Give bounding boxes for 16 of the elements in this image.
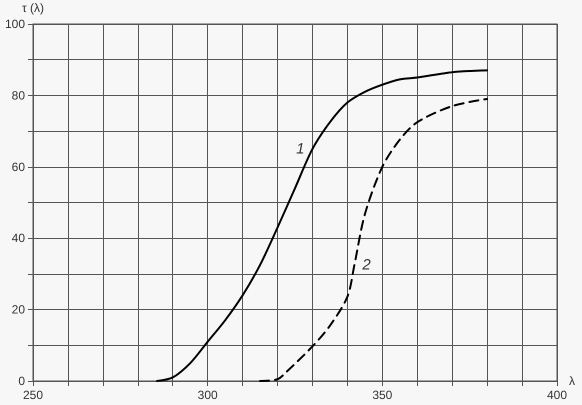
y-axis-title: τ (λ) — [22, 1, 44, 15]
x-tick-label: 300 — [198, 388, 218, 402]
series-label: 2 — [361, 256, 372, 274]
x-tick-label: 350 — [372, 388, 393, 402]
line-series — [259, 98, 488, 382]
y-tick-label: 40 — [12, 231, 26, 246]
series-label: 1 — [296, 140, 304, 158]
x-axis-title: λ — [569, 374, 575, 388]
y-tick-label: 20 — [12, 302, 26, 317]
x-tick-label: 400 — [546, 388, 568, 402]
y-tick-label: 60 — [12, 160, 26, 174]
y-tick-label: 80 — [12, 88, 26, 102]
line-series — [156, 69, 488, 382]
y-tick-label: 100 — [4, 17, 26, 31]
y-tick-label: 0 — [18, 374, 26, 388]
x-tick-label: 250 — [22, 388, 44, 402]
